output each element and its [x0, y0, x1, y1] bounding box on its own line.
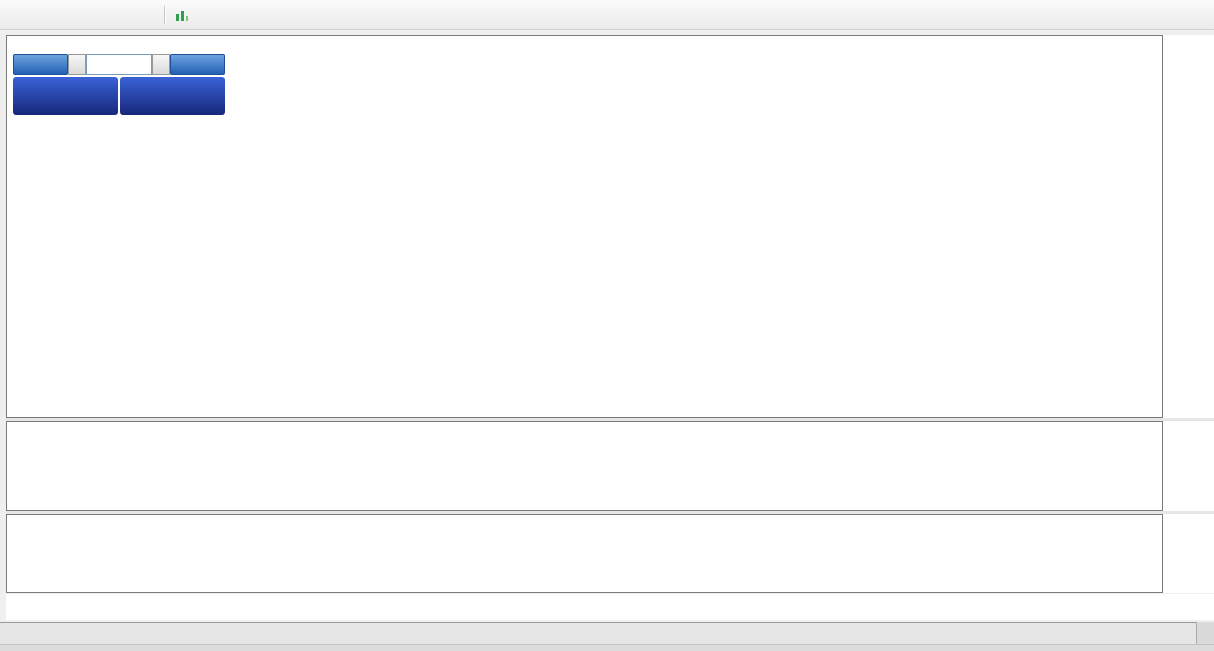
price-chart-panel[interactable] [6, 35, 1163, 418]
macd-header [11, 424, 29, 434]
buy-button[interactable] [170, 54, 225, 75]
buy-price-display[interactable] [120, 77, 225, 115]
macd-canvas[interactable] [7, 422, 1162, 510]
timeframe-toolbar [0, 0, 1214, 30]
chart-tool-icon[interactable] [173, 6, 191, 24]
price-scale[interactable] [1163, 35, 1214, 418]
bar-chart-icon [176, 10, 188, 21]
rsi-canvas[interactable] [7, 515, 1162, 592]
time-axis[interactable] [6, 594, 1214, 620]
macd-scale [1163, 421, 1214, 511]
horizontal-scrollbar[interactable] [0, 644, 1214, 651]
volume-decrease-button[interactable] [68, 54, 86, 75]
volume-increase-button[interactable] [152, 54, 170, 75]
panel-splitter[interactable] [6, 418, 1214, 421]
volume-input[interactable] [86, 54, 152, 75]
sell-button[interactable] [13, 54, 68, 75]
toolbar-separator [164, 5, 165, 24]
sell-price-display[interactable] [13, 77, 118, 115]
rsi-scale [1163, 514, 1214, 593]
rsi-header [11, 517, 23, 527]
rsi-panel[interactable] [6, 514, 1163, 593]
tab-scroll-right-button[interactable] [1196, 622, 1214, 644]
one-click-trading-panel [13, 54, 225, 115]
macd-panel[interactable] [6, 421, 1163, 511]
panel-splitter[interactable] [6, 511, 1214, 514]
chart-tabs [0, 622, 1214, 644]
